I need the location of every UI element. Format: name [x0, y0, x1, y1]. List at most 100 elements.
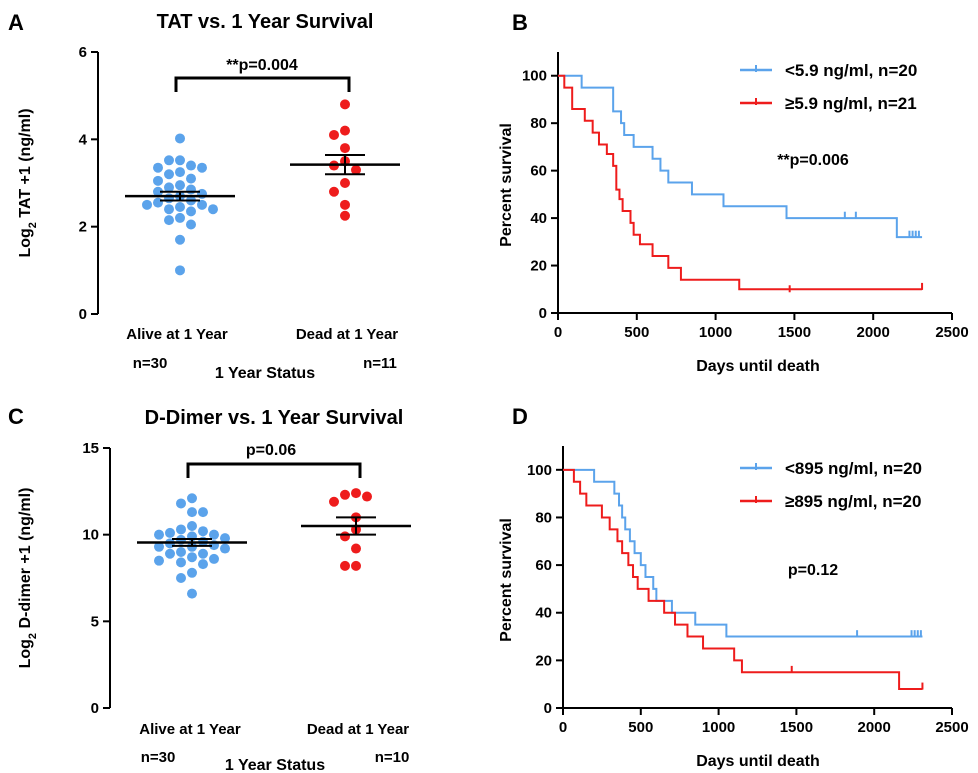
alive-point: [198, 526, 208, 537]
dead-point: [329, 129, 339, 140]
y-tick-label: 10: [82, 527, 99, 544]
alive-point: [164, 215, 174, 226]
alive-point: [187, 507, 197, 518]
alive-point: [175, 155, 185, 166]
dead-point: [340, 125, 350, 136]
alive-point: [164, 182, 174, 193]
alive-point: [154, 555, 164, 566]
panel-c-title: D-Dimer vs. 1 Year Survival: [145, 407, 404, 429]
panel-c-y-axis: 0 5 10 15: [82, 440, 111, 717]
y-tick-label: 60: [535, 557, 552, 574]
y-tick-label: 5: [91, 613, 99, 630]
alive-point: [209, 553, 219, 564]
survival-curve-high: [563, 468, 923, 690]
panel-b-legend-swatch-high: [740, 98, 772, 105]
alive-point: [198, 507, 208, 518]
dead-point: [340, 489, 350, 500]
panel-b-legend-label-low: <5.9 ng/ml, n=20: [785, 61, 917, 80]
alive-point: [197, 188, 207, 199]
alive-point: [175, 167, 185, 178]
alive-point: [186, 160, 196, 171]
alive-point: [187, 567, 197, 578]
y-tick-label: 15: [82, 440, 99, 457]
y-tick-label: 0: [79, 306, 87, 323]
alive-point: [154, 529, 164, 540]
x-tick-label: 0: [554, 324, 562, 341]
panel-c-count-dead: n=10: [375, 749, 410, 766]
y-tick-label: 0: [544, 700, 552, 717]
alive-point: [187, 552, 197, 563]
panel-b: B Percent survival Days until death 0 20 4…: [498, 10, 969, 375]
panel-d-y-axis-label: Percent survival: [498, 518, 515, 642]
panel-b-x-axis-label: Days until death: [696, 358, 820, 375]
panel-c-mean-bars: [137, 516, 411, 547]
panel-c-count-alive: n=30: [141, 749, 176, 766]
alive-point: [164, 193, 174, 204]
panel-c-category-dead: Dead at 1 Year: [307, 721, 409, 738]
panel-b-p-value: **p=0.006: [777, 152, 849, 169]
dead-point: [362, 491, 372, 502]
alive-point: [198, 559, 208, 570]
panel-d-legend-swatch-low: [740, 463, 772, 470]
alive-point: [187, 521, 197, 531]
alive-point: [165, 527, 175, 538]
panel-d-legend-label-high: ≥895 ng/ml, n=20: [785, 492, 921, 511]
panel-a-p-value: **p=0.004: [226, 57, 298, 74]
bracket-line: [186, 462, 362, 478]
dead-point: [340, 99, 350, 110]
alive-point: [209, 529, 219, 540]
alive-point: [175, 234, 185, 245]
alive-point: [186, 173, 196, 184]
x-tick-label: 2500: [935, 324, 968, 341]
alive-point: [153, 186, 163, 197]
y-tick-label: 100: [522, 68, 547, 85]
y-tick-label: 6: [79, 44, 87, 61]
dead-point: [340, 178, 350, 188]
panel-c: C D-Dimer vs. 1 Year Survival Log2 D-dim…: [8, 404, 411, 773]
panel-c-y-axis-label: Log2 D-dimer +1 (ng/ml): [17, 488, 39, 669]
panel-a-count-alive: n=30: [133, 355, 168, 372]
panel-b-legend-swatch-low: [740, 65, 772, 72]
panel-d-legend-label-low: <895 ng/ml, n=20: [785, 459, 922, 478]
bracket-line: [174, 76, 351, 92]
x-tick-label: 500: [624, 324, 649, 341]
alive-point: [164, 155, 174, 166]
dead-point: [351, 560, 361, 571]
alive-point: [176, 524, 186, 535]
dead-point: [340, 531, 350, 542]
panel-d-curves: [563, 468, 924, 690]
y-tick-label: 40: [530, 210, 547, 227]
panel-a-category-alive: Alive at 1 Year: [126, 326, 228, 343]
survival-curve-low: [558, 74, 923, 239]
alive-point: [186, 184, 196, 195]
panel-b-legend: <5.9 ng/ml, n=20 ≥5.9 ng/ml, n=21: [740, 61, 917, 113]
dead-point: [351, 488, 361, 499]
survival-curve-low: [563, 468, 923, 638]
x-tick-label: 1500: [780, 719, 813, 736]
panel-d-legend-swatch-high: [740, 496, 772, 503]
x-tick-label: 0: [559, 719, 567, 736]
x-tick-label: 1000: [699, 324, 732, 341]
y-tick-label: 100: [527, 462, 552, 479]
alive-point: [176, 498, 186, 509]
alive-point: [186, 219, 196, 230]
alive-point: [153, 175, 163, 186]
dead-point: [351, 164, 361, 175]
panel-a-y-axis: 0 2 4 6: [79, 44, 99, 323]
y-tick-label: 80: [535, 509, 552, 526]
x-tick-label: 1000: [702, 719, 735, 736]
alive-point: [220, 533, 230, 544]
y-tick-label: 0: [539, 305, 547, 322]
dead-point: [351, 543, 361, 554]
dead-point: [329, 186, 339, 197]
alive-point: [197, 199, 207, 210]
y-tick-label: 4: [79, 131, 88, 148]
y-tick-label: 20: [530, 258, 547, 275]
y-tick-label: 0: [91, 700, 99, 717]
panel-a-category-dead: Dead at 1 Year: [296, 326, 398, 343]
y-tick-label: 2: [79, 219, 87, 236]
x-tick-label: 2000: [858, 719, 891, 736]
panel-letter-b: B: [512, 10, 528, 35]
